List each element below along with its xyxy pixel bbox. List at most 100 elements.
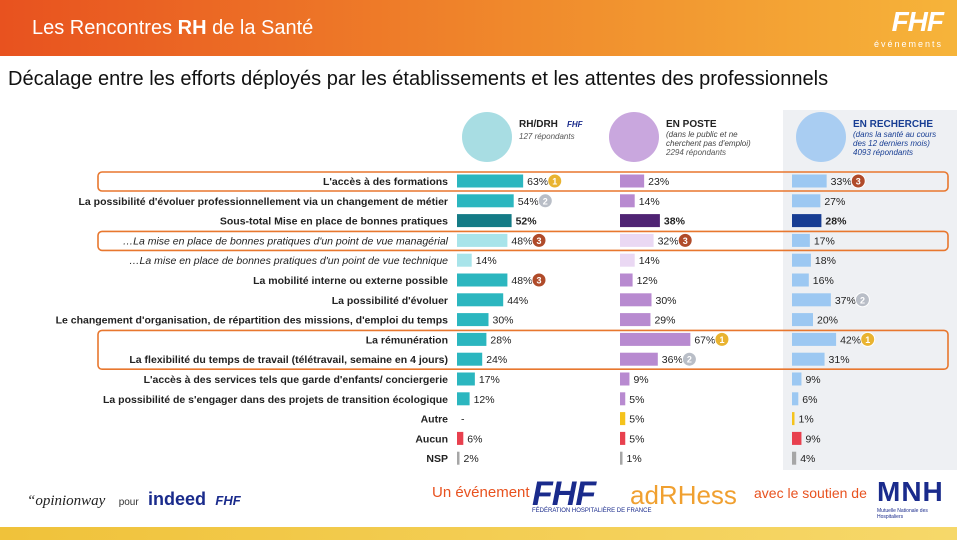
data-label: 48% xyxy=(511,275,532,287)
data-label: 48% xyxy=(511,235,532,247)
data-label: 52% xyxy=(516,216,538,228)
rank-medal-number: 2 xyxy=(860,295,865,305)
bar xyxy=(792,253,811,267)
data-label: 28% xyxy=(825,216,847,228)
bar xyxy=(792,273,809,287)
fhf-logo-sub: événements xyxy=(873,39,943,49)
data-label: 9% xyxy=(633,374,648,386)
header-title-bold: RH xyxy=(177,17,207,39)
en-recherche-panel xyxy=(783,110,957,470)
un-evenement-text: Un événement xyxy=(432,484,530,501)
rank-medal-icon xyxy=(714,331,730,347)
data-label: 14% xyxy=(639,255,660,267)
fhf-big-logo-sub: FÉDÉRATION HOSPITALIÈRE DE FRANCE xyxy=(532,508,652,514)
bar xyxy=(457,451,460,465)
data-label: 12% xyxy=(637,275,658,287)
soutien-text: avec le soutien de xyxy=(754,485,867,501)
rank-medal-number: 1 xyxy=(552,177,557,187)
data-label: 5% xyxy=(629,394,644,406)
bar xyxy=(792,293,831,307)
rank-medal-number: 2 xyxy=(687,355,692,365)
pour-text: pour xyxy=(118,497,139,508)
bar xyxy=(792,214,822,228)
bar xyxy=(620,392,626,406)
category-label: La possibilité d'évoluer xyxy=(332,295,448,307)
highlight-box-0 xyxy=(97,171,949,192)
data-label: 38% xyxy=(664,216,686,228)
bar xyxy=(620,332,691,346)
data-label: 42% xyxy=(840,334,861,346)
category-label: La possibilité de s'engager dans des pro… xyxy=(103,394,448,406)
data-label: 18% xyxy=(815,255,836,267)
category-label: La flexibilité du temps de travail (télé… xyxy=(129,354,448,366)
bar xyxy=(792,352,825,366)
data-label: 14% xyxy=(476,255,497,267)
rank-medal-icon xyxy=(677,232,693,248)
highlight-box-2 xyxy=(97,329,949,370)
bar xyxy=(457,214,512,228)
doctors-icon xyxy=(796,112,846,162)
bar xyxy=(620,293,652,307)
rank-medal-icon xyxy=(547,173,563,189)
group-note-2-1: des 12 derniers mois) xyxy=(853,139,930,148)
data-label: 30% xyxy=(656,295,677,307)
adrhess-logo: adRHess xyxy=(630,480,737,510)
mnh-logo-sub: Mutuelle Nationale des Hospitaliers xyxy=(877,508,928,520)
bar xyxy=(620,352,658,366)
fhf-logo-text: FHF xyxy=(891,6,944,37)
two-people-icon xyxy=(609,112,659,162)
bar xyxy=(457,174,524,188)
category-label: La possibilité d'évoluer professionnelle… xyxy=(78,196,448,208)
rank-medal-icon xyxy=(860,331,876,347)
header-banner: Les Rencontres RH de la Santé FHF événem… xyxy=(0,0,957,56)
data-label: 27% xyxy=(824,196,845,208)
data-label: 6% xyxy=(467,433,482,445)
bar xyxy=(457,273,508,287)
data-label: 20% xyxy=(817,315,838,327)
fhf-evenements-logo: FHF événements xyxy=(853,6,944,52)
rank-medal-number: 2 xyxy=(543,196,548,206)
category-label: NSP xyxy=(426,453,448,465)
header-title-prefix: Les Rencontres xyxy=(32,17,178,39)
group-respondents-2: 4093 répondants xyxy=(853,148,913,157)
bar xyxy=(620,372,630,386)
bar xyxy=(792,431,802,445)
data-label: 24% xyxy=(486,354,507,366)
bottom-band xyxy=(0,527,957,540)
rank-medal-number: 1 xyxy=(719,335,724,345)
opinionway-logo: “opinionway xyxy=(27,493,106,509)
bar xyxy=(457,313,489,327)
bar xyxy=(620,253,635,267)
bar xyxy=(457,392,470,406)
category-label: L'accès à des services tels que garde d'… xyxy=(144,374,449,386)
highlight-box-1 xyxy=(97,230,949,252)
rank-medal-number: 3 xyxy=(683,236,688,246)
category-label: La rémunération xyxy=(366,334,448,346)
data-label: 44% xyxy=(507,295,528,307)
rank-medal-number: 3 xyxy=(536,276,541,286)
fhf-big-logo: FHF xyxy=(532,475,596,513)
data-label: 31% xyxy=(829,354,850,366)
rank-medal-icon xyxy=(854,292,870,308)
chart: RH/DRH FHF 127 répondants EN POSTE(dans le … xyxy=(56,110,957,470)
bar xyxy=(620,273,633,287)
data-label: 67% xyxy=(694,334,715,346)
data-label: 2% xyxy=(464,453,479,465)
group-logo-0: FHF xyxy=(567,120,584,129)
bar xyxy=(620,412,626,426)
bar xyxy=(792,233,810,247)
data-label: 17% xyxy=(479,374,500,386)
bar xyxy=(620,313,651,327)
bar xyxy=(792,332,837,346)
data-label: 12% xyxy=(474,394,495,406)
bar xyxy=(457,253,472,267)
footer-sponsors: “opinionway pour indeed FHF xyxy=(27,489,241,510)
data-label: 14% xyxy=(639,196,660,208)
data-label: 9% xyxy=(805,374,820,386)
category-label: La mobilité interne ou externe possible xyxy=(253,275,448,287)
category-label: Autre xyxy=(421,414,449,426)
bar xyxy=(457,431,464,445)
group-title-1: EN POSTE xyxy=(666,119,717,130)
rank-medal-icon xyxy=(531,232,547,248)
data-label: 30% xyxy=(493,315,514,327)
